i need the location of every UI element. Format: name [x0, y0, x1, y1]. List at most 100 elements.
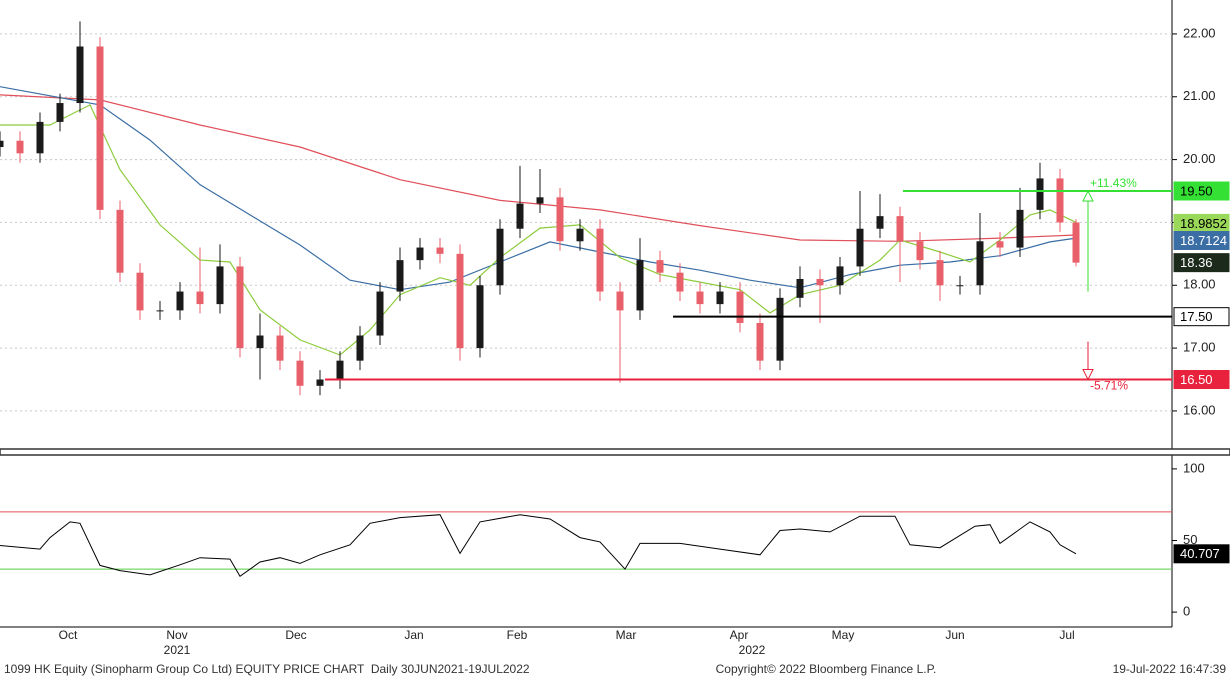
x-tick-label: Jan — [404, 628, 423, 642]
candle-body — [276, 335, 284, 361]
x-tick-label: Nov — [166, 628, 187, 642]
candle-body — [956, 285, 964, 287]
candle-body — [396, 260, 404, 292]
candle-body — [776, 297, 784, 361]
value-label: 18.9852 — [1180, 216, 1227, 231]
candle-body — [376, 291, 384, 336]
candle-body — [1056, 178, 1064, 223]
candle-body — [1016, 209, 1024, 248]
candle-body — [616, 291, 624, 311]
moving-average — [0, 94, 1077, 242]
panel-divider — [0, 448, 1230, 456]
x-tick-label: Jun — [945, 628, 964, 642]
candle-body — [876, 216, 884, 229]
value-label: 17.50 — [1180, 309, 1213, 324]
candle-body — [496, 228, 504, 286]
x-tick-label: Mar — [616, 628, 637, 642]
value-label-box — [1173, 307, 1230, 327]
candle-body — [416, 247, 424, 261]
value-label-box — [1173, 544, 1230, 564]
candle-body — [816, 278, 824, 286]
y-tick-label: 20.00 — [1183, 151, 1216, 166]
value-label-box — [1173, 181, 1230, 201]
value-label-box — [1173, 370, 1230, 390]
range-annotation: -5.71% — [1090, 379, 1128, 393]
value-label: 18.7124 — [1180, 233, 1227, 248]
x-tick-label: Apr — [730, 628, 749, 642]
x-tick-label: Dec — [285, 628, 306, 642]
rsi-line — [0, 514, 1077, 578]
y-tick-label: 50 — [1183, 532, 1197, 547]
y-tick-label: 100 — [1183, 460, 1205, 475]
value-label-box — [1173, 253, 1230, 273]
year-label: 2022 — [739, 643, 766, 657]
candle-body — [436, 247, 444, 254]
x-tick-label: Feb — [507, 628, 528, 642]
candle-body — [796, 278, 804, 298]
candle-body — [316, 379, 324, 386]
y-tick-label: 16.00 — [1183, 402, 1216, 417]
x-tick-label: Oct — [59, 628, 78, 642]
year-label: 2021 — [164, 643, 191, 657]
candle-body — [516, 203, 524, 229]
candle-body — [476, 285, 484, 349]
candle-body — [196, 291, 204, 305]
candle-body — [56, 103, 64, 122]
candle-body — [256, 335, 264, 349]
candle-body — [836, 266, 844, 286]
candle-body — [736, 291, 744, 323]
candle-body — [356, 335, 364, 361]
candle-body — [976, 241, 984, 286]
value-label: 19.50 — [1180, 183, 1213, 198]
y-tick-label: 22.00 — [1183, 25, 1216, 40]
value-label: 16.50 — [1180, 372, 1213, 387]
candle-body — [556, 197, 564, 242]
candle-body — [596, 228, 604, 292]
footer-left: 1099 HK Equity (Sinopharm Group Co Ltd) … — [4, 662, 530, 676]
candle-body — [756, 322, 764, 361]
candle-body — [656, 260, 664, 273]
candle-body — [1036, 178, 1044, 210]
moving-average — [0, 86, 1077, 291]
y-tick-label: 17.00 — [1183, 340, 1216, 355]
candle-body — [136, 272, 144, 311]
value-label: 40.707 — [1180, 546, 1220, 561]
range-arrow-head — [1082, 369, 1094, 381]
candle-body — [456, 253, 464, 349]
candle-body — [676, 272, 684, 292]
candle-body — [236, 266, 244, 349]
x-tick-label: May — [832, 628, 855, 642]
value-label: 18.36 — [1180, 255, 1213, 270]
x-tick-label: Jul — [1059, 628, 1074, 642]
candle-body — [36, 121, 44, 154]
candle-body — [116, 209, 124, 273]
candle-body — [916, 241, 924, 261]
range-arrow-head — [1082, 189, 1094, 202]
candle-body — [96, 46, 104, 210]
y-tick-label: 18.00 — [1183, 277, 1216, 292]
candle-body — [1072, 222, 1080, 263]
candle-body — [696, 291, 704, 305]
candle-body — [716, 291, 724, 305]
y-tick-label: 0 — [1183, 604, 1190, 619]
candle-body — [336, 360, 344, 380]
footer-center: Copyright© 2022 Bloomberg Finance L.P. — [716, 662, 937, 676]
candle-body — [636, 260, 644, 311]
candle-body — [996, 241, 1004, 248]
y-tick-label: 21.00 — [1183, 88, 1216, 103]
candle-body — [16, 140, 24, 154]
candle-body — [296, 360, 304, 386]
candle-body — [576, 228, 584, 242]
footer-right: 19-Jul-2022 16:47:39 — [1113, 662, 1227, 676]
candle-body — [216, 266, 224, 305]
candle-body — [76, 46, 84, 104]
candle-body — [536, 197, 544, 204]
candle-body — [856, 228, 864, 267]
value-label-box — [1173, 230, 1230, 250]
candle-body — [0, 140, 4, 148]
candle-body — [936, 260, 944, 286]
candle-body — [156, 310, 164, 312]
candle-body — [896, 216, 904, 242]
